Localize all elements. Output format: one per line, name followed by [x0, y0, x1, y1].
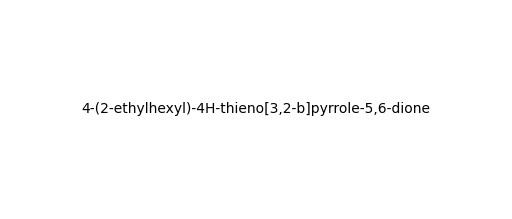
Text: 4-(2-ethylhexyl)-4H-thieno[3,2-b]pyrrole-5,6-dione: 4-(2-ethylhexyl)-4H-thieno[3,2-b]pyrrole…: [81, 102, 431, 117]
